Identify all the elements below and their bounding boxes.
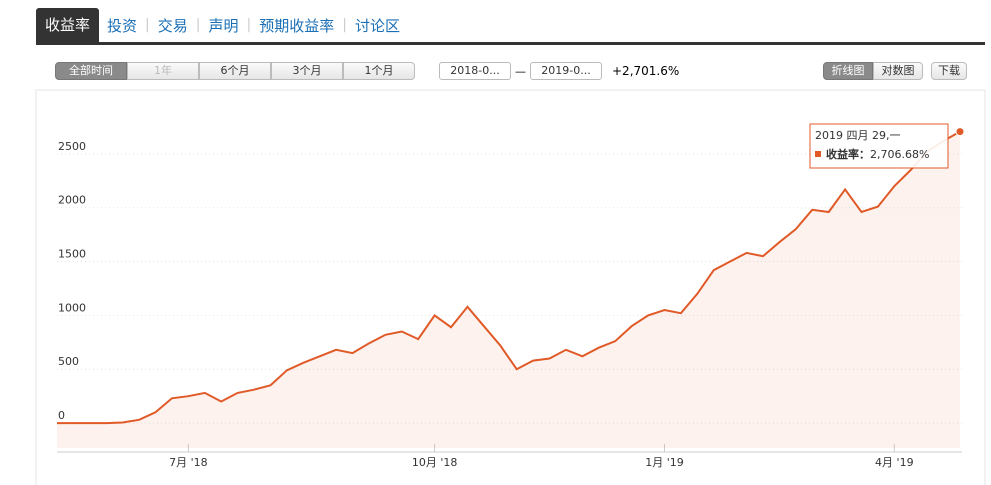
view-button[interactable]: 折线图: [823, 62, 873, 80]
range-button: 1年: [127, 62, 199, 80]
y-tick-label: 0: [58, 409, 65, 422]
date-to[interactable]: 2019-0...: [530, 62, 602, 80]
controls: 全部时间 1年 6个月 3个月 1个月 2018-0... — 2019-0... +2,701…: [55, 62, 679, 80]
y-tick-label: 2500: [58, 140, 86, 153]
x-tick-label: 4月 '19: [875, 456, 914, 469]
area: [57, 131, 960, 448]
tab[interactable]: 收益率: [36, 8, 100, 42]
tooltip-series: 收益率: [826, 147, 859, 161]
date-from[interactable]: 2018-0...: [439, 62, 511, 80]
download-button[interactable]: 下载: [931, 62, 967, 80]
x-tick-label: 7月 '18: [169, 456, 208, 469]
tab-separator: |: [145, 17, 150, 33]
view-button[interactable]: 对数图: [873, 62, 923, 80]
y-tick-label: 2000: [58, 194, 86, 207]
point: [955, 127, 965, 137]
y-tick-label: 1000: [58, 301, 86, 314]
tab-separator: |: [195, 17, 201, 33]
tab-separator: |: [246, 17, 252, 33]
tab-separator: |: [342, 17, 347, 33]
change: +2,701.6%: [612, 64, 680, 78]
range-button[interactable]: 全部时间: [55, 62, 127, 80]
tab[interactable]: 投资: [107, 16, 138, 35]
tooltip-title: 2019 四月 29,一: [815, 129, 900, 142]
y-tick-label: 500: [58, 355, 79, 368]
tooltip: [809, 123, 949, 169]
tooltip-value: 2,706.68%: [870, 148, 929, 161]
tab[interactable]: 声明: [208, 16, 239, 35]
tab[interactable]: 讨论区: [354, 16, 400, 35]
tab[interactable]: 交易: [157, 16, 188, 35]
range-button[interactable]: 3个月: [271, 62, 343, 80]
tooltip-swatch: [815, 151, 821, 157]
range-button[interactable]: 6个月: [199, 62, 271, 80]
x-tick-label: 10月 '18: [412, 456, 458, 469]
tooltip-label: 收益率：2,706.68%: [826, 147, 929, 161]
tab-bar: 收益率 投资 | 交易 | 声明 | 预期收益率 | 讨论区: [36, 8, 985, 45]
tab[interactable]: 预期收益率: [259, 16, 335, 35]
x-tick-label: 1月 '19: [645, 456, 684, 469]
view-controls: 折线图 对数图 下载: [823, 62, 967, 80]
y-tick-label: 1500: [58, 248, 86, 261]
chart-frame: [35, 89, 986, 485]
line: [57, 130, 961, 425]
date-separator: —: [515, 64, 526, 78]
range-button[interactable]: 1个月: [343, 62, 415, 80]
